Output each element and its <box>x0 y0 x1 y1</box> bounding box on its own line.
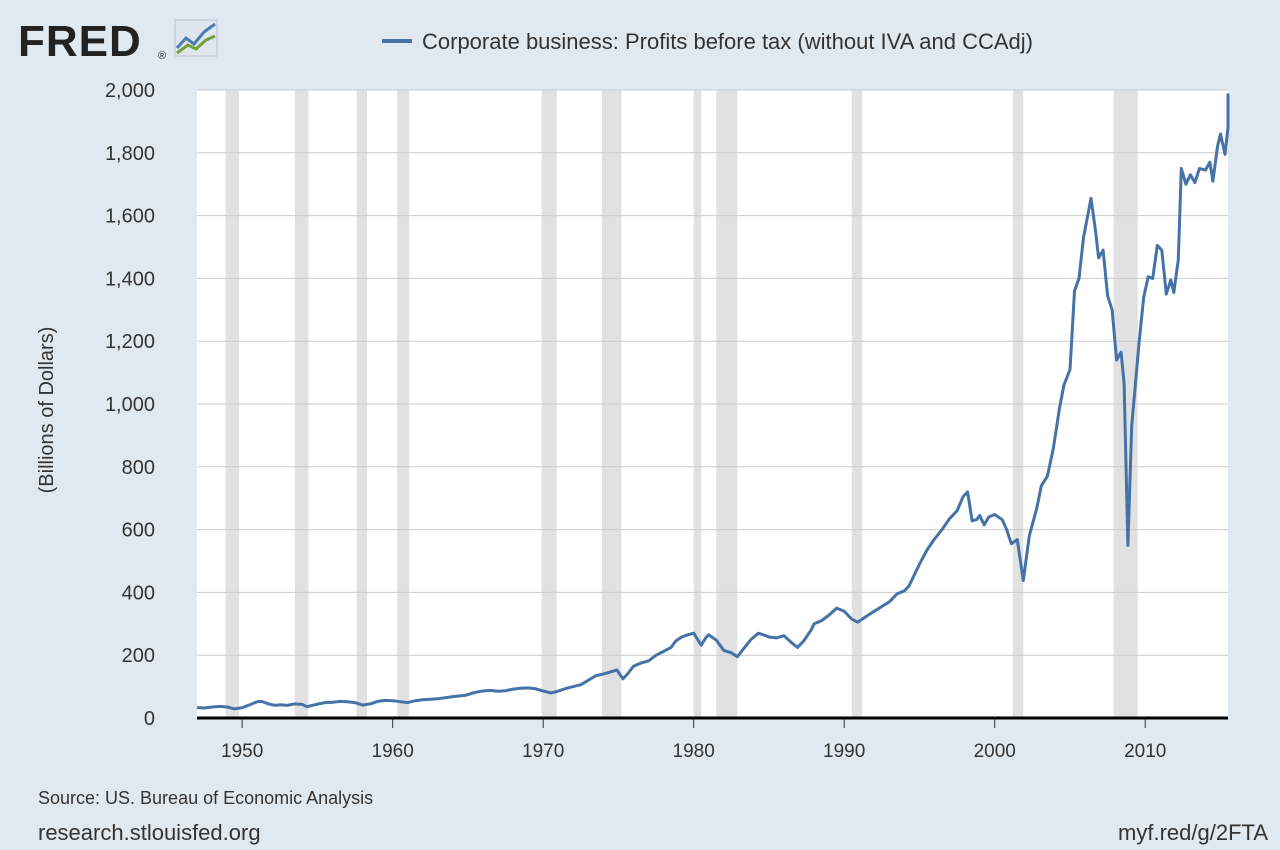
legend: Corporate business: Profits before tax (… <box>382 29 1033 54</box>
y-tick-label: 200 <box>122 645 155 667</box>
y-axis-ticks: 0 200 400 600 800 1,000 1,200 1,400 1,600 1,800 2,… <box>105 80 155 730</box>
source-note: Source: US. Bureau of Economic Analysis <box>38 788 374 808</box>
y-tick-label: 800 <box>122 457 155 479</box>
y-axis-title: (Billions of Dollars) <box>36 327 58 494</box>
fred-logo-chart-icon <box>174 19 218 57</box>
short-link[interactable]: myf.red/g/2FTA <box>1118 820 1268 845</box>
registered-mark: ® <box>158 50 166 62</box>
y-tick-label: 1,400 <box>105 268 155 290</box>
x-tick-label: 1990 <box>823 741 865 762</box>
site-link[interactable]: research.stlouisfed.org <box>38 820 261 845</box>
x-tick-label: 1970 <box>522 741 564 762</box>
y-tick-label: 600 <box>122 520 155 542</box>
y-tick-label: 0 <box>144 708 155 730</box>
x-axis-ticks: 1950 1960 1970 1980 1990 2000 2010 <box>221 718 1166 762</box>
x-tick-label: 2010 <box>1124 741 1166 762</box>
y-tick-label: 1,800 <box>105 143 155 165</box>
series-line <box>196 93 1230 711</box>
y-tick-label: 400 <box>122 582 155 604</box>
gridlines <box>197 89 1228 656</box>
x-tick-label: 1960 <box>372 741 414 762</box>
x-tick-label: 1980 <box>673 741 715 762</box>
fred-logo[interactable]: FRED ® <box>18 17 218 66</box>
y-tick-label: 1,200 <box>105 331 155 353</box>
fred-logo-text: FRED <box>18 17 142 66</box>
x-tick-label: 2000 <box>974 741 1016 762</box>
y-tick-label: 1,000 <box>105 394 155 416</box>
y-tick-label: 2,000 <box>105 80 155 102</box>
legend-label: Corporate business: Profits before tax (… <box>422 29 1033 54</box>
y-tick-label: 1,600 <box>105 206 155 228</box>
x-tick-label: 1950 <box>221 741 263 762</box>
